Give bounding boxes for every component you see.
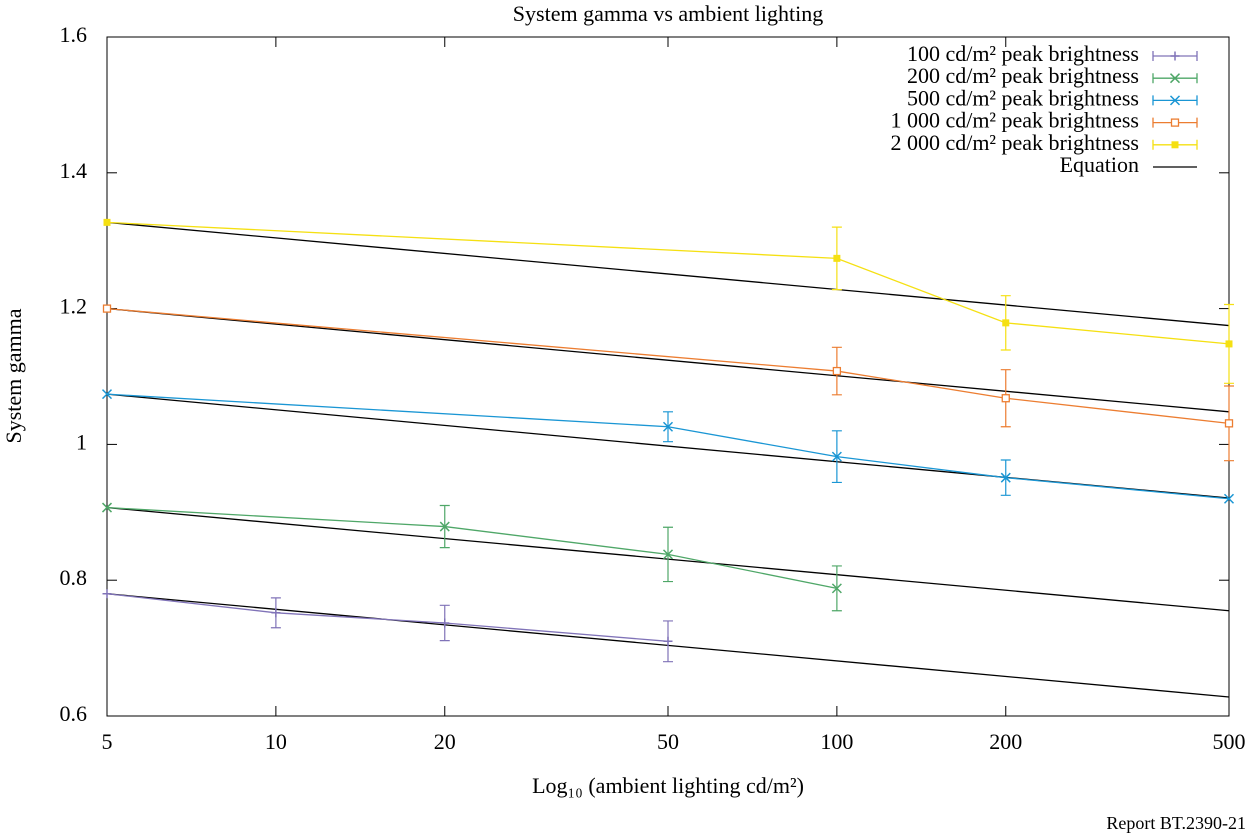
data-point (102, 304, 112, 313)
legend-label: 100 cd/m² peak brightness (907, 41, 1139, 66)
data-point (271, 608, 281, 618)
y-tick-label: 1 (76, 429, 87, 454)
legend-marker (1169, 95, 1181, 106)
x-axis-label: Log₁₀ (ambient lighting cd/m²) (532, 773, 804, 798)
legend-label: Equation (1060, 152, 1139, 177)
data-point (440, 618, 450, 628)
legend-marker (1169, 73, 1181, 84)
data-point (1224, 419, 1234, 428)
series-line (106, 506, 838, 589)
equation-line (106, 221, 1230, 327)
x-tick-label: 5 (102, 729, 113, 754)
data-point (439, 521, 450, 532)
data-point (103, 218, 111, 226)
y-tick-label: 0.8 (60, 565, 88, 590)
legend-label: 200 cd/m² peak brightness (907, 63, 1139, 88)
x-tick-label: 10 (265, 729, 287, 754)
data-point (832, 366, 842, 376)
x-tick-label: 100 (820, 729, 853, 754)
data-point (102, 589, 112, 599)
y-tick-label: 1.4 (60, 158, 88, 183)
legend-marker (1171, 141, 1179, 149)
x-tick-label: 500 (1213, 729, 1246, 754)
data-point (1000, 472, 1011, 483)
legend-marker (1170, 51, 1180, 61)
series-line (106, 593, 669, 642)
data-point (662, 421, 674, 432)
data-point (101, 502, 113, 513)
series-line (106, 307, 1230, 424)
chart-title: System gamma vs ambient lighting (513, 1, 823, 26)
legend-label: 500 cd/m² peak brightness (907, 85, 1139, 110)
x-tick-label: 200 (989, 729, 1022, 754)
legend-label: 2 000 cd/m² peak brightness (890, 130, 1139, 155)
legend-marker (1170, 118, 1180, 127)
data-point (831, 451, 842, 462)
data-point (101, 389, 113, 400)
data-point (833, 254, 841, 262)
y-tick-label: 0.6 (60, 701, 88, 726)
y-axis-label: System gamma (1, 308, 26, 443)
report-note: Report BT.2390-21 (1106, 813, 1246, 833)
data-point (1001, 394, 1010, 403)
y-tick-label: 1.6 (60, 22, 88, 47)
equation-line (106, 307, 1230, 413)
y-tick-label: 1.2 (60, 294, 88, 319)
data-point (662, 549, 674, 560)
data-point (1002, 319, 1010, 327)
data-point (1225, 340, 1233, 348)
x-tick-label: 50 (657, 729, 679, 754)
data-point (831, 583, 842, 594)
data-point (663, 636, 673, 646)
data-point (1223, 493, 1235, 504)
x-tick-label: 20 (434, 729, 456, 754)
series-line (106, 221, 1230, 345)
legend-label: 1 000 cd/m² peak brightness (890, 108, 1139, 133)
